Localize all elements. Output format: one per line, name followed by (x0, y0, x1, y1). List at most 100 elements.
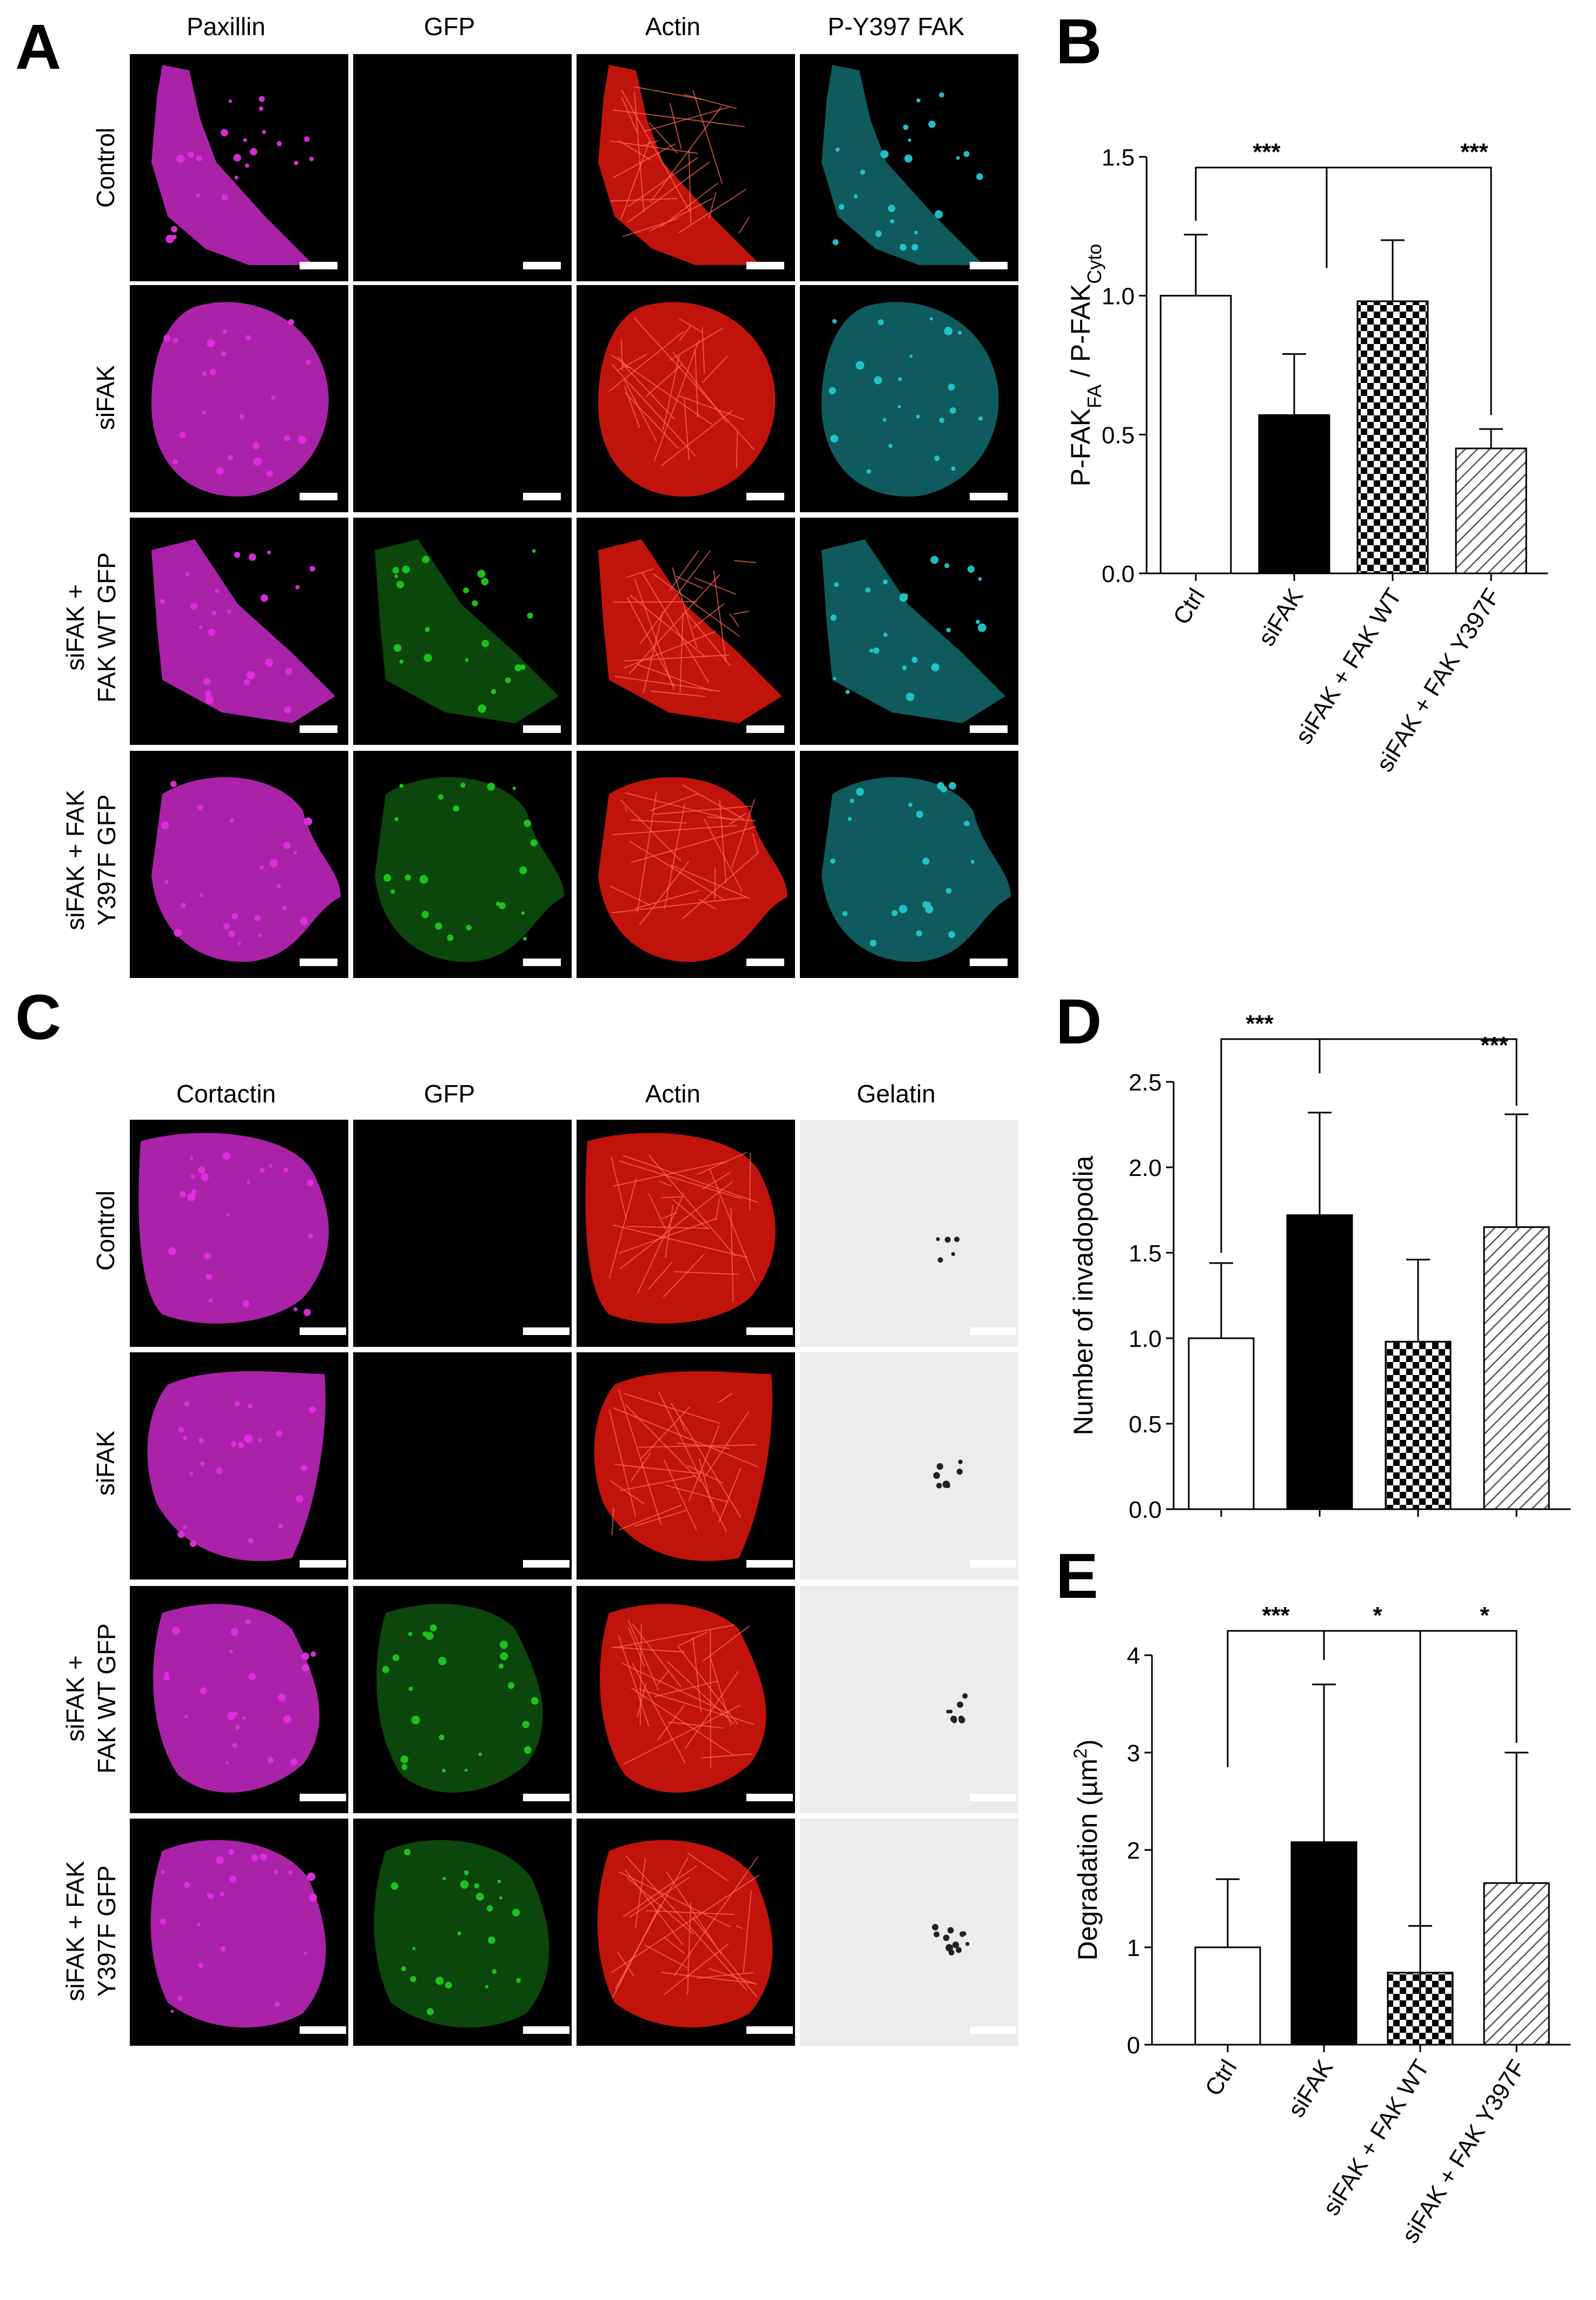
scale-bar (523, 493, 561, 500)
scale-bar (970, 493, 1008, 500)
scale-bar (746, 1560, 793, 1568)
scale-bar (523, 1327, 569, 1335)
scale-bar (746, 1794, 793, 1801)
micrograph-4-actin (577, 751, 795, 978)
bar-ctrl (1188, 1337, 1255, 1510)
bar-sifak (1290, 1841, 1357, 2046)
row-label-line: siFAK + FAK (61, 790, 89, 930)
column-header-p-y397-fak: P-Y397 FAK (827, 12, 965, 41)
row-label-line: Control (91, 127, 120, 208)
y-axis-label: Degradation (µm2) (1070, 1740, 1103, 1961)
row-label-line: Control (91, 1190, 120, 1271)
significance-bracket (1227, 1630, 1518, 2001)
micrograph-2-cortactin (130, 1352, 348, 1579)
micrograph-3-p-y397-fak (800, 518, 1018, 745)
x-tick-label: siFAK (1283, 2055, 1338, 2121)
micrograph-1-gfp (353, 54, 572, 281)
column-header-actin: Actin (645, 12, 701, 41)
micrograph-3-paxillin (130, 518, 348, 745)
row-label-line: FAK WT GFP (92, 552, 121, 703)
significance-bracket (1195, 167, 1492, 415)
scale-bar (523, 725, 561, 733)
bar-sifak-fak-y397f (1483, 1226, 1550, 1510)
micrograph-2-p-y397-fak (800, 285, 1018, 512)
row-label-line: siFAK (91, 1430, 120, 1496)
y-tick-label: 1.5 (1102, 144, 1135, 171)
row-label-line: siFAK + (61, 1655, 89, 1742)
y-tick-label: 1.0 (1129, 1326, 1162, 1352)
y-tick-label: 0.0 (1129, 1497, 1162, 1523)
column-header-gelatin: Gelatin (857, 1080, 936, 1108)
y-tick-label: 0.0 (1102, 561, 1135, 587)
scale-bar (970, 725, 1008, 733)
x-tick-label: Ctrl (1200, 2055, 1242, 2100)
panel-letter-b: B (1056, 6, 1102, 77)
row-label-control: Control (90, 128, 121, 208)
row-label-sifak-fak-y397f-gfp: siFAK + FAK Y397F GFP (59, 790, 122, 930)
micrograph-3-gelatin (800, 1586, 1018, 1813)
panel-letter-c: C (15, 982, 62, 1053)
x-tick-label: siFAK + FAK WT (1290, 584, 1407, 749)
chart-d-invadopodia: 0.0 0.5 1.0 1.5 2.0 2.5 *** *** Number of invado… (1068, 1012, 1571, 1523)
micrograph-1-actin (577, 54, 795, 281)
scale-bar (970, 1560, 1016, 1568)
y-tick-label: 1.5 (1129, 1240, 1162, 1267)
scale-bar (300, 2026, 346, 2034)
column-header-cortactin: Cortactin (176, 1080, 276, 1108)
micrograph-3-cortactin (130, 1586, 348, 1813)
micrograph-2-gelatin (800, 1352, 1018, 1579)
micrograph-1-paxillin (130, 54, 348, 281)
micrograph-3-actin (577, 1586, 795, 1813)
scale-bar (746, 725, 784, 733)
scale-bar (970, 262, 1008, 269)
scale-bar (523, 2026, 569, 2034)
column-header-paxillin: Paxillin (187, 12, 266, 41)
scale-bar (300, 493, 337, 500)
micrograph-1-p-y397-fak (800, 54, 1018, 281)
scale-bar (523, 262, 561, 269)
significance-bracket (1220, 1038, 1518, 1253)
row-label-sifak: siFAK (90, 1431, 121, 1496)
scale-bar (300, 1794, 346, 1801)
row-label-line: FAK WT GFP (92, 1623, 121, 1774)
row-label-sifak-fak-wt-gfp: siFAK + FAK WT GFP (59, 1623, 122, 1774)
y-tick-label: 1.0 (1102, 283, 1135, 310)
column-header-gfp: GFP (423, 12, 475, 41)
scale-bar (300, 262, 337, 269)
micrograph-1-cortactin (130, 1120, 348, 1347)
micrograph-4-p-y397-fak (800, 751, 1018, 978)
scale-bar (970, 2026, 1016, 2034)
micrograph-4-paxillin (130, 751, 348, 978)
bar-sifak-fak-wt (1385, 1340, 1452, 1510)
significance-label: *** (1253, 139, 1281, 166)
row-label-line: Y397F GFP (92, 1865, 121, 1997)
row-label-line: siFAK (91, 365, 120, 431)
y-tick-label: 2.0 (1129, 1155, 1162, 1181)
significance-label: *** (1460, 139, 1488, 166)
scale-bar (970, 1327, 1016, 1335)
x-tick-label: siFAK (1253, 584, 1308, 650)
micrograph-3-actin (577, 518, 795, 745)
micrograph-1-gfp (353, 1120, 572, 1347)
bar-sifak-fak-wt (1356, 300, 1429, 574)
bar-ctrl (1194, 1946, 1261, 2046)
micrograph-4-cortactin (130, 1819, 348, 2046)
micrograph-4-gelatin (800, 1819, 1018, 2046)
scale-bar (746, 2026, 793, 2034)
micrograph-1-actin (577, 1120, 795, 1347)
y-tick-label: 3 (1127, 1740, 1140, 1767)
micrograph-2-paxillin (130, 285, 348, 512)
micrograph-3-gfp (353, 1586, 572, 1813)
x-tick-label: siFAK + FAK WT (1318, 2055, 1435, 2220)
row-label-control: Control (90, 1191, 121, 1271)
panel-letter-a: A (15, 11, 62, 83)
row-label-sifak-fak-y397f-gfp: siFAK + FAK Y397F GFP (59, 1861, 122, 2001)
x-tick-label: Ctrl (1168, 584, 1210, 629)
micrograph-2-actin (577, 1352, 795, 1579)
row-label-sifak-fak-wt-gfp: siFAK + FAK WT GFP (59, 552, 122, 703)
scale-bar (746, 1327, 793, 1335)
scale-bar (300, 725, 337, 733)
significance-label: *** (1480, 1032, 1508, 1059)
